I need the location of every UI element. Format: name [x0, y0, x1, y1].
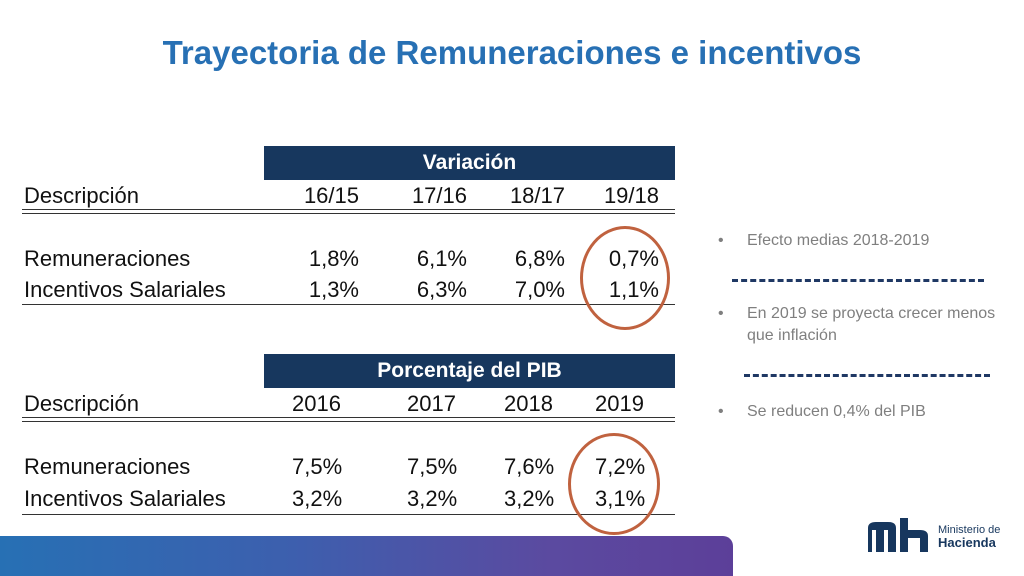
column-header: 16/15	[303, 183, 359, 208]
table-row: Incentivos Salariales 1,3% 6,3% 7,0% 1,1…	[22, 275, 675, 305]
column-header-description: Descripción	[24, 391, 139, 416]
bullet-marker: •	[718, 305, 724, 322]
bullet-text: Efecto medias 2018-2019	[747, 232, 930, 249]
cell-value: 7,5%	[292, 454, 343, 479]
row-label: Incentivos Salariales	[24, 486, 226, 511]
cell-value: 6,3%	[416, 277, 467, 302]
table-bottom-rule	[22, 304, 675, 305]
mh-logo-icon	[868, 518, 928, 552]
column-header-description: Descripción	[24, 183, 139, 208]
column-header: 19/18	[603, 183, 659, 208]
column-header: 2019	[595, 391, 644, 416]
cell-value: 1,3%	[308, 277, 359, 302]
cell-value: 3,2%	[407, 486, 458, 511]
row-label: Remuneraciones	[24, 454, 191, 479]
table-row: Remuneraciones 1,8% 6,1% 6,8% 0,7%	[22, 244, 675, 274]
cell-value: 1,8%	[308, 246, 359, 271]
column-header: 17/16	[411, 183, 467, 208]
cell-value: 7,6%	[504, 454, 555, 479]
column-header: 2018	[504, 391, 553, 416]
bullet-text: Se reducen 0,4% del PIB	[747, 403, 926, 420]
footer-gradient-bar	[0, 536, 733, 576]
ministry-logo: Ministerio de Hacienda	[866, 516, 1006, 554]
dashed-separator	[732, 279, 984, 282]
bullet-marker: •	[718, 403, 724, 420]
header-double-rule	[22, 209, 675, 214]
cell-value: 3,2%	[292, 486, 343, 511]
logo-text-ministerio: Ministerio de	[938, 524, 1001, 536]
row-label: Incentivos Salariales	[24, 277, 226, 302]
table-header-row: Descripción 16/15 17/16 18/17 19/18	[22, 181, 675, 211]
gdp-table-header: Porcentaje del PIB	[264, 354, 675, 388]
bullet-marker: •	[718, 232, 724, 249]
dashed-separator	[744, 374, 990, 377]
highlight-circle	[580, 226, 670, 330]
cell-value: 7,5%	[407, 454, 458, 479]
table-header-row: Descripción 2016 2017 2018 2019	[22, 389, 675, 419]
cell-value: 6,1%	[416, 246, 467, 271]
column-header: 2017	[407, 391, 456, 416]
highlight-circle	[568, 433, 660, 535]
cell-value: 7,0%	[514, 277, 565, 302]
column-header: 2016	[292, 391, 341, 416]
variation-table-header: Variación	[264, 146, 675, 180]
cell-value: 6,8%	[514, 246, 565, 271]
table-bottom-rule	[22, 514, 675, 515]
bullet-text: En 2019 se proyecta crecer menos que inf…	[747, 305, 996, 344]
column-header: 18/17	[509, 183, 565, 208]
logo-text-hacienda: Hacienda	[938, 535, 996, 550]
slide-title: Trayectoria de Remuneraciones e incentiv…	[162, 34, 862, 71]
row-label: Remuneraciones	[24, 246, 191, 271]
cell-value: 3,2%	[504, 486, 555, 511]
header-double-rule	[22, 417, 675, 422]
